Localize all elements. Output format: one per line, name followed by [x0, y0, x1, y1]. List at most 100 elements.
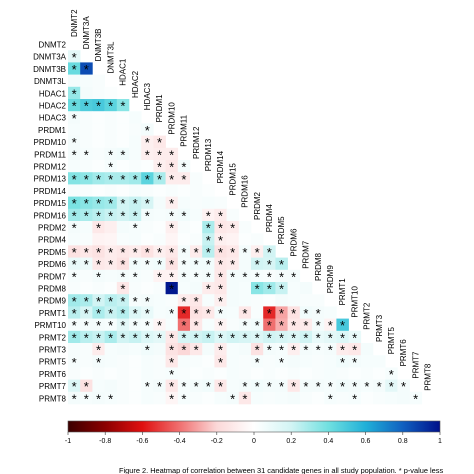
row-label: PRMT2 [39, 333, 67, 342]
heatmap-cell [129, 196, 142, 210]
significance-star: * [389, 367, 394, 382]
heatmap-cell [251, 306, 264, 319]
heatmap-cell [116, 269, 130, 283]
heatmap-cell [165, 355, 179, 368]
significance-star: * [133, 269, 138, 284]
significance-star: * [72, 257, 77, 272]
heatmap-cell [104, 123, 118, 136]
heatmap-cell [165, 294, 179, 307]
heatmap-cell [153, 343, 166, 356]
significance-star: * [96, 172, 101, 187]
significance-star: * [206, 245, 211, 260]
significance-star: * [84, 257, 89, 272]
significance-star: * [169, 257, 174, 272]
heatmap-cell [263, 269, 276, 283]
row-label: DNMT3L [34, 77, 67, 86]
heatmap-cell [116, 184, 130, 197]
significance-star: * [145, 257, 150, 272]
heatmap-cell [68, 135, 81, 149]
significance-star: * [96, 208, 101, 223]
heatmap-cell [141, 245, 154, 258]
row-label: PRDM12 [34, 163, 67, 172]
significance-star: * [206, 330, 211, 345]
heatmap-cell [214, 269, 227, 283]
significance-star: * [242, 269, 247, 284]
column-label: PRDM5 [277, 216, 286, 245]
column-label: PRMT10 [350, 285, 359, 317]
heatmap-cell [287, 367, 301, 380]
column-label: PRDM1 [155, 94, 164, 123]
heatmap-cell [238, 269, 252, 283]
row-label: PRDM13 [34, 175, 67, 184]
heatmap-cell [92, 111, 105, 124]
heatmap-cell [177, 221, 191, 234]
significance-star: * [96, 257, 101, 272]
heatmap-cell [104, 282, 118, 295]
significance-star: * [181, 318, 186, 333]
significance-star: * [96, 196, 101, 211]
heatmap-cell [153, 379, 166, 393]
heatmap-cell [129, 172, 142, 185]
column-label: DNMT3L [106, 41, 115, 74]
heatmap-cell [165, 172, 179, 185]
heatmap-cell [336, 355, 349, 368]
heatmap-cell [202, 184, 215, 197]
significance-star: * [218, 233, 223, 248]
heatmap-cell [214, 343, 227, 356]
significance-star: * [84, 379, 89, 394]
heatmap-cell [165, 147, 179, 161]
significance-star: * [145, 135, 150, 150]
colorbar-tick-label: -0.2 [211, 438, 223, 445]
heatmap-cell [92, 294, 105, 307]
significance-star: * [255, 355, 260, 370]
significance-star: * [181, 208, 186, 223]
heatmap-cell [348, 355, 362, 368]
significance-star: * [181, 330, 186, 345]
heatmap-cell [177, 379, 191, 393]
significance-star: * [145, 172, 150, 187]
significance-star: * [72, 172, 77, 187]
heatmap-cell [336, 379, 349, 393]
heatmap-cell [68, 147, 81, 161]
heatmap-cell [263, 330, 276, 344]
heatmap-cell [68, 184, 81, 197]
heatmap-cell [373, 379, 386, 393]
heatmap-cell [129, 282, 142, 295]
heatmap-cell [141, 330, 154, 344]
heatmap-cell [92, 269, 105, 283]
significance-star: * [169, 147, 174, 162]
significance-star: * [194, 257, 199, 272]
heatmap-cell [68, 123, 81, 136]
heatmap-cell [116, 99, 130, 112]
significance-star: * [352, 330, 357, 345]
significance-star: * [340, 330, 345, 345]
significance-star: * [120, 318, 125, 333]
heatmap-cell [373, 391, 386, 405]
heatmap-cell [80, 318, 93, 332]
heatmap-cell [104, 160, 118, 173]
heatmap-cell [312, 391, 325, 405]
heatmap-cell [177, 160, 191, 173]
heatmap-cell [141, 391, 154, 405]
heatmap-cell [190, 172, 203, 185]
significance-star: * [157, 147, 162, 162]
significance-star: * [230, 391, 235, 406]
significance-star: * [120, 257, 125, 272]
heatmap-cell [165, 282, 179, 295]
significance-star: * [169, 391, 174, 406]
heatmap-cell [141, 184, 154, 197]
heatmap-cell [129, 184, 142, 197]
significance-star: * [157, 245, 162, 260]
heatmap-cell [202, 367, 215, 380]
significance-star: * [401, 379, 406, 394]
significance-star: * [352, 379, 357, 394]
heatmap-cell [92, 184, 105, 197]
heatmap-cell [214, 245, 227, 258]
heatmap-cell [238, 391, 252, 405]
heatmap-cell [116, 257, 130, 271]
heatmap-cell [80, 208, 93, 222]
significance-star: * [145, 379, 150, 394]
heatmap-cell [177, 391, 191, 405]
heatmap-cell [226, 379, 240, 393]
heatmap-cell [141, 135, 154, 149]
